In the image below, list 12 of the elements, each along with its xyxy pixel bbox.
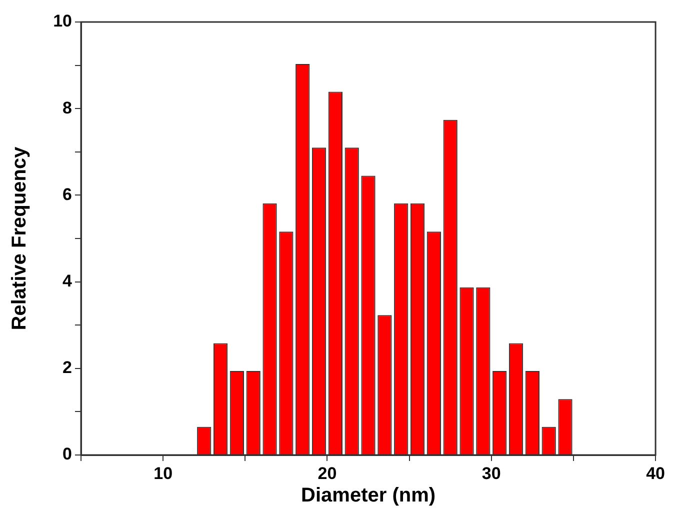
x-tick-label: 20 xyxy=(318,464,337,483)
x-axis-title: Diameter (nm) xyxy=(301,484,436,507)
y-tick-label: 8 xyxy=(62,98,72,118)
x-tick-label: 10 xyxy=(154,464,173,483)
y-tick-label: 2 xyxy=(62,358,72,378)
y-tick-label: 6 xyxy=(62,184,72,204)
y-axis-title: Relative Frequency xyxy=(8,146,31,330)
x-tick-label: 30 xyxy=(482,464,501,483)
y-tick-label: 0 xyxy=(62,444,72,464)
y-tick-label: 4 xyxy=(62,271,73,290)
y-tick-label: 10 xyxy=(53,12,72,31)
x-tick-label: 40 xyxy=(646,464,666,483)
